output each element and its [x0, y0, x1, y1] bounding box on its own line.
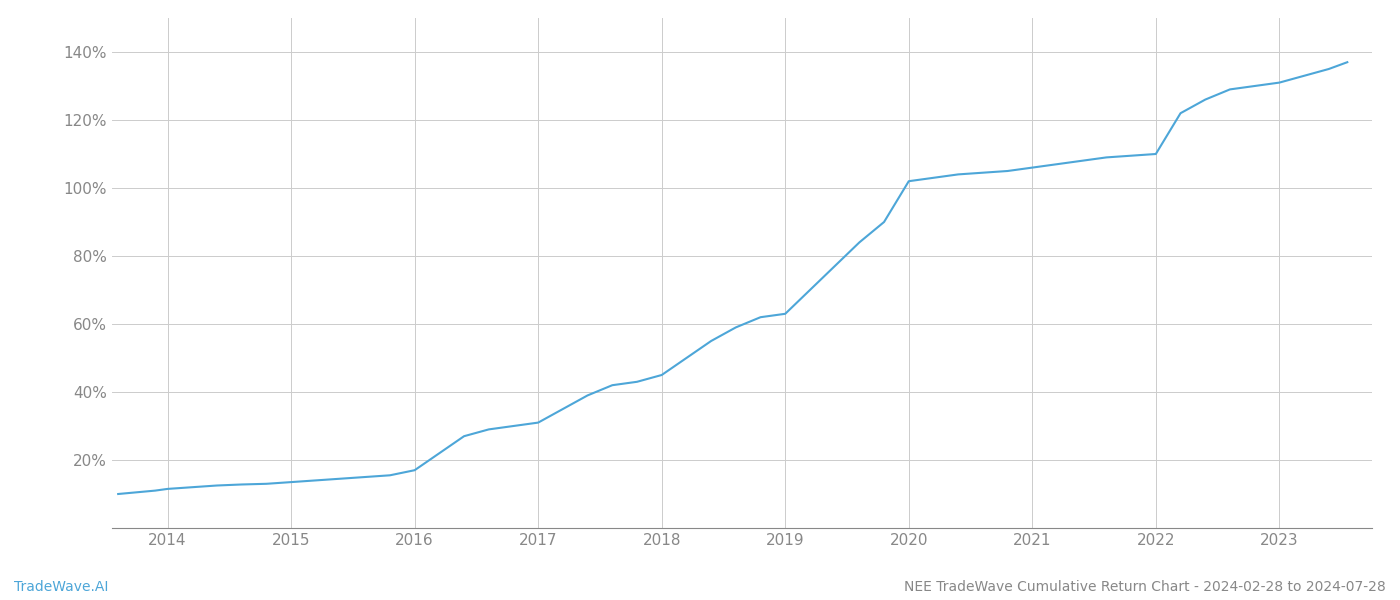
Text: NEE TradeWave Cumulative Return Chart - 2024-02-28 to 2024-07-28: NEE TradeWave Cumulative Return Chart - … [904, 580, 1386, 594]
Text: TradeWave.AI: TradeWave.AI [14, 580, 108, 594]
